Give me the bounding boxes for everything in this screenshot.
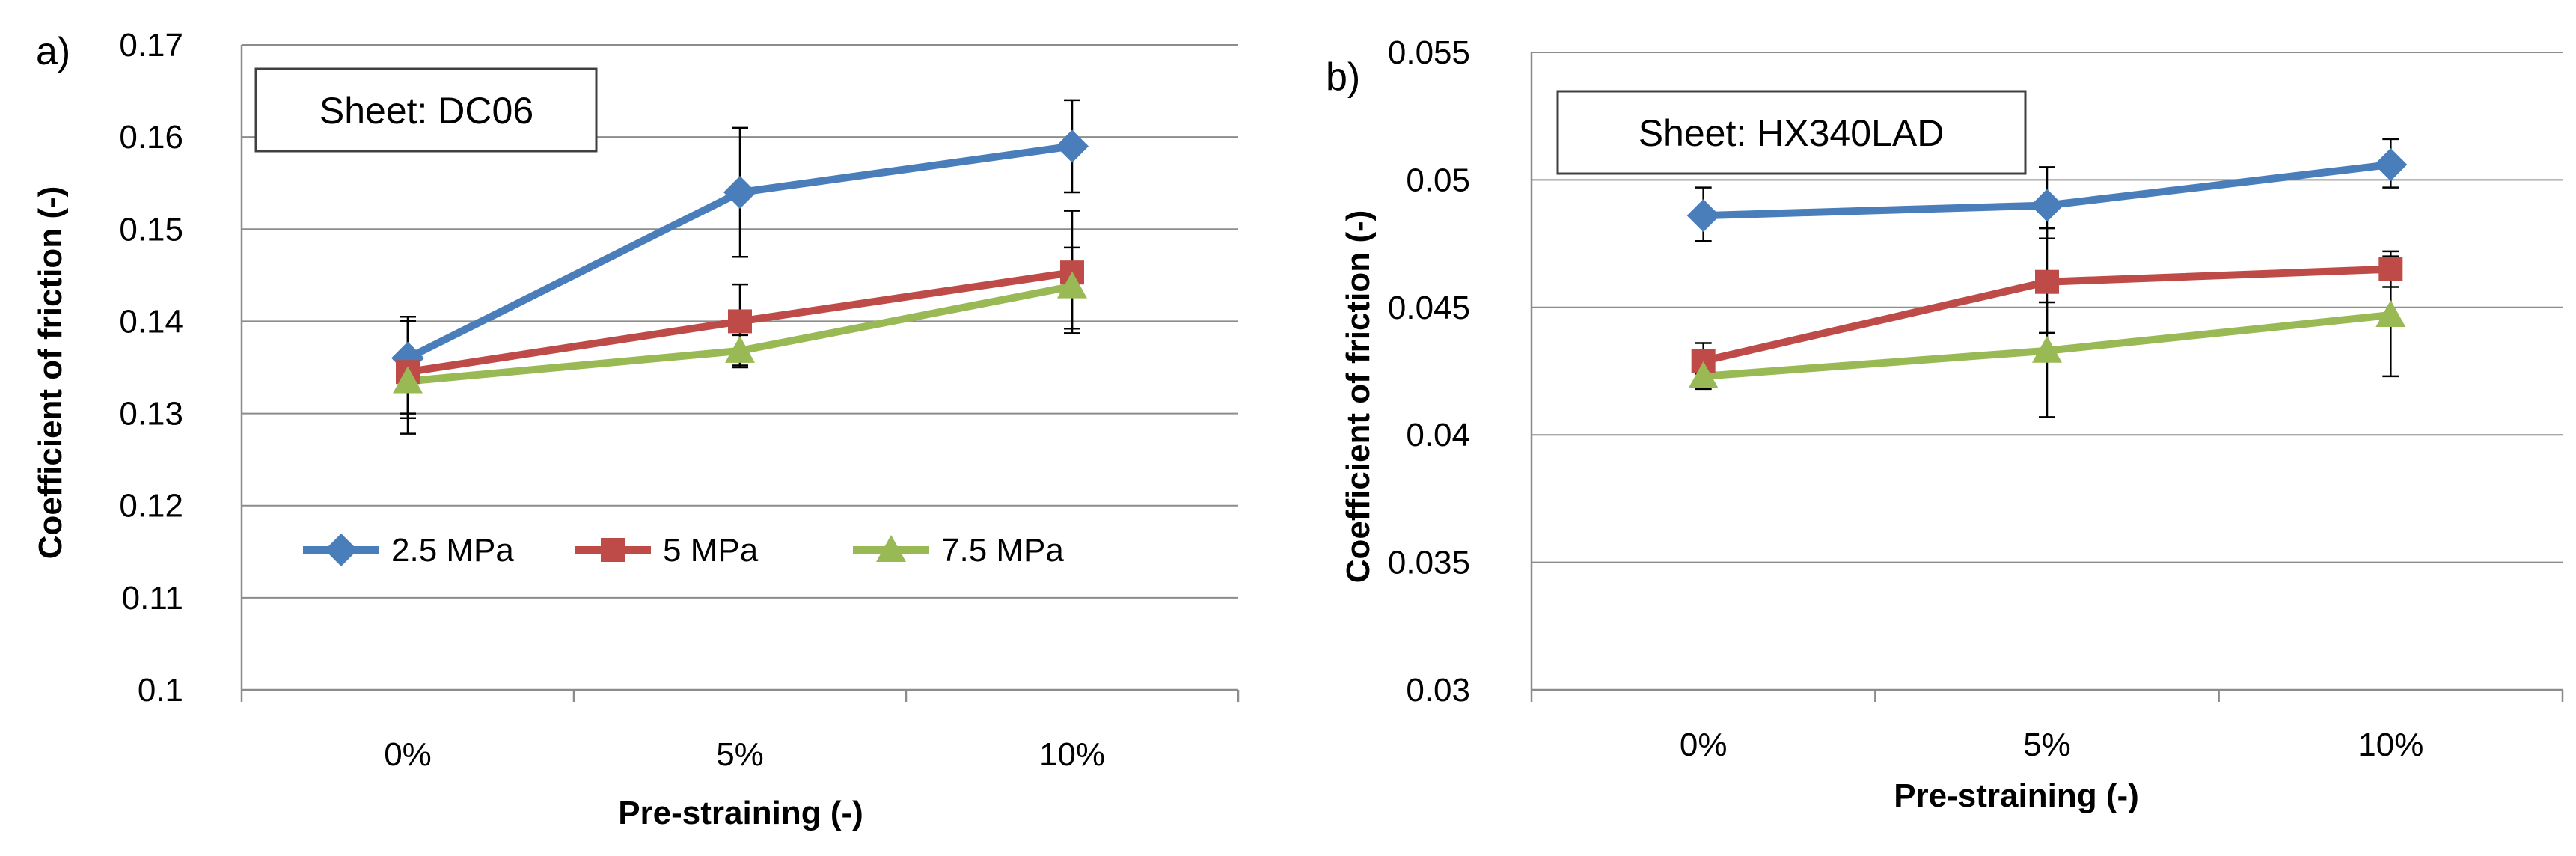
y-tick-label: 0.1 bbox=[138, 672, 183, 709]
y-tick-label: 0.12 bbox=[119, 488, 183, 525]
x-axis-title: Pre-straining (-) bbox=[618, 795, 863, 831]
data-point-5-mpa bbox=[2378, 257, 2403, 281]
y-tick-label: 0.17 bbox=[119, 27, 183, 64]
y-tick-label: 0.16 bbox=[119, 119, 183, 156]
y-tick-label: 0.13 bbox=[119, 396, 183, 432]
y-tick-label: 0.15 bbox=[119, 211, 183, 248]
legend-item-7-5-mpa: 7.5 MPa bbox=[853, 532, 1064, 569]
annotation-text: Sheet: DC06 bbox=[319, 90, 533, 132]
legend: 2.5 MPa 5 MPa 7.5 MPa bbox=[303, 532, 1064, 569]
data-point-5-mpa bbox=[728, 309, 752, 334]
annotation-text: Sheet: HX340LAD bbox=[1639, 112, 1945, 154]
legend-marker bbox=[325, 534, 358, 566]
x-tick-label: 10% bbox=[1039, 736, 1105, 773]
chart-panel-a: a) 0.1 0.11 0.12 0.13 0.14 0.15 0.16 0.17 0% 5% 1… bbox=[32, 27, 1240, 831]
legend-label: 7.5 MPa bbox=[941, 532, 1064, 569]
y-axis-title: Coefficient of friction (-) bbox=[32, 186, 69, 560]
series-group bbox=[1686, 138, 2408, 418]
y-tick-label: 0.05 bbox=[1406, 162, 1470, 198]
annotation-frame bbox=[1556, 90, 2027, 175]
x-tick-marks bbox=[240, 690, 1240, 702]
data-point-5-mpa bbox=[2035, 269, 2059, 294]
data-point-7-5-mpa bbox=[1688, 361, 1719, 388]
legend-item-5-mpa: 5 MPa bbox=[575, 532, 759, 569]
legend-label: 2.5 MPa bbox=[391, 532, 514, 569]
panel-label: b) bbox=[1326, 55, 1360, 99]
panel-label: a) bbox=[36, 30, 70, 73]
x-tick-label: 5% bbox=[2023, 727, 2071, 763]
y-tick-labels: 0.03 0.035 0.04 0.045 0.05 0.055 bbox=[1388, 34, 1470, 709]
x-tick-label: 10% bbox=[2358, 727, 2423, 763]
data-point-7-5-mpa bbox=[393, 366, 423, 394]
x-tick-marks bbox=[1530, 690, 2564, 702]
data-point-7-5-mpa bbox=[725, 335, 755, 363]
y-tick-label: 0.055 bbox=[1388, 34, 1470, 71]
series-group bbox=[391, 99, 1089, 435]
y-tick-label: 0.045 bbox=[1388, 290, 1470, 326]
annotation-box: Sheet: HX340LAD bbox=[1556, 90, 2027, 175]
y-tick-label: 0.035 bbox=[1388, 545, 1470, 581]
data-point-7-5-mpa bbox=[2375, 300, 2406, 328]
data-point-2-5-mpa bbox=[1056, 129, 1089, 163]
data-point-7-5-mpa bbox=[2032, 335, 2062, 363]
x-tick-label: 5% bbox=[716, 736, 764, 773]
y-tick-label: 0.03 bbox=[1406, 672, 1470, 709]
x-axis-title: Pre-straining (-) bbox=[1894, 777, 2139, 814]
chart-panel-b: b) 0.03 0.035 0.04 0.045 0.05 0.055 0% 5% 10% C… bbox=[1326, 34, 2564, 814]
y-tick-label: 0.14 bbox=[119, 303, 183, 340]
x-tick-labels: 0% 5% 10% bbox=[1680, 727, 2424, 763]
legend-marker bbox=[876, 535, 906, 562]
data-point-2-5-mpa bbox=[723, 176, 756, 210]
data-point-2-5-mpa bbox=[1686, 199, 1720, 233]
x-tick-label: 0% bbox=[1680, 727, 1728, 763]
x-tick-labels: 0% 5% 10% bbox=[384, 736, 1105, 773]
y-axis-title: Coefficient of friction (-) bbox=[1340, 210, 1377, 584]
legend-label: 5 MPa bbox=[663, 532, 759, 569]
x-tick-label: 0% bbox=[384, 736, 432, 773]
y-tick-label: 0.04 bbox=[1406, 417, 1470, 453]
y-tick-label: 0.11 bbox=[122, 580, 183, 617]
legend-item-2-5-mpa: 2.5 MPa bbox=[303, 532, 514, 569]
annotation-box: Sheet: DC06 bbox=[254, 67, 598, 153]
data-point-2-5-mpa bbox=[2374, 147, 2408, 181]
annotation-frame bbox=[254, 67, 598, 153]
legend-marker bbox=[601, 538, 625, 562]
data-point-7-5-mpa bbox=[1057, 271, 1087, 299]
y-tick-labels: 0.1 0.11 0.12 0.13 0.14 0.15 0.16 0.17 bbox=[119, 27, 183, 709]
data-point-2-5-mpa bbox=[2031, 189, 2063, 222]
